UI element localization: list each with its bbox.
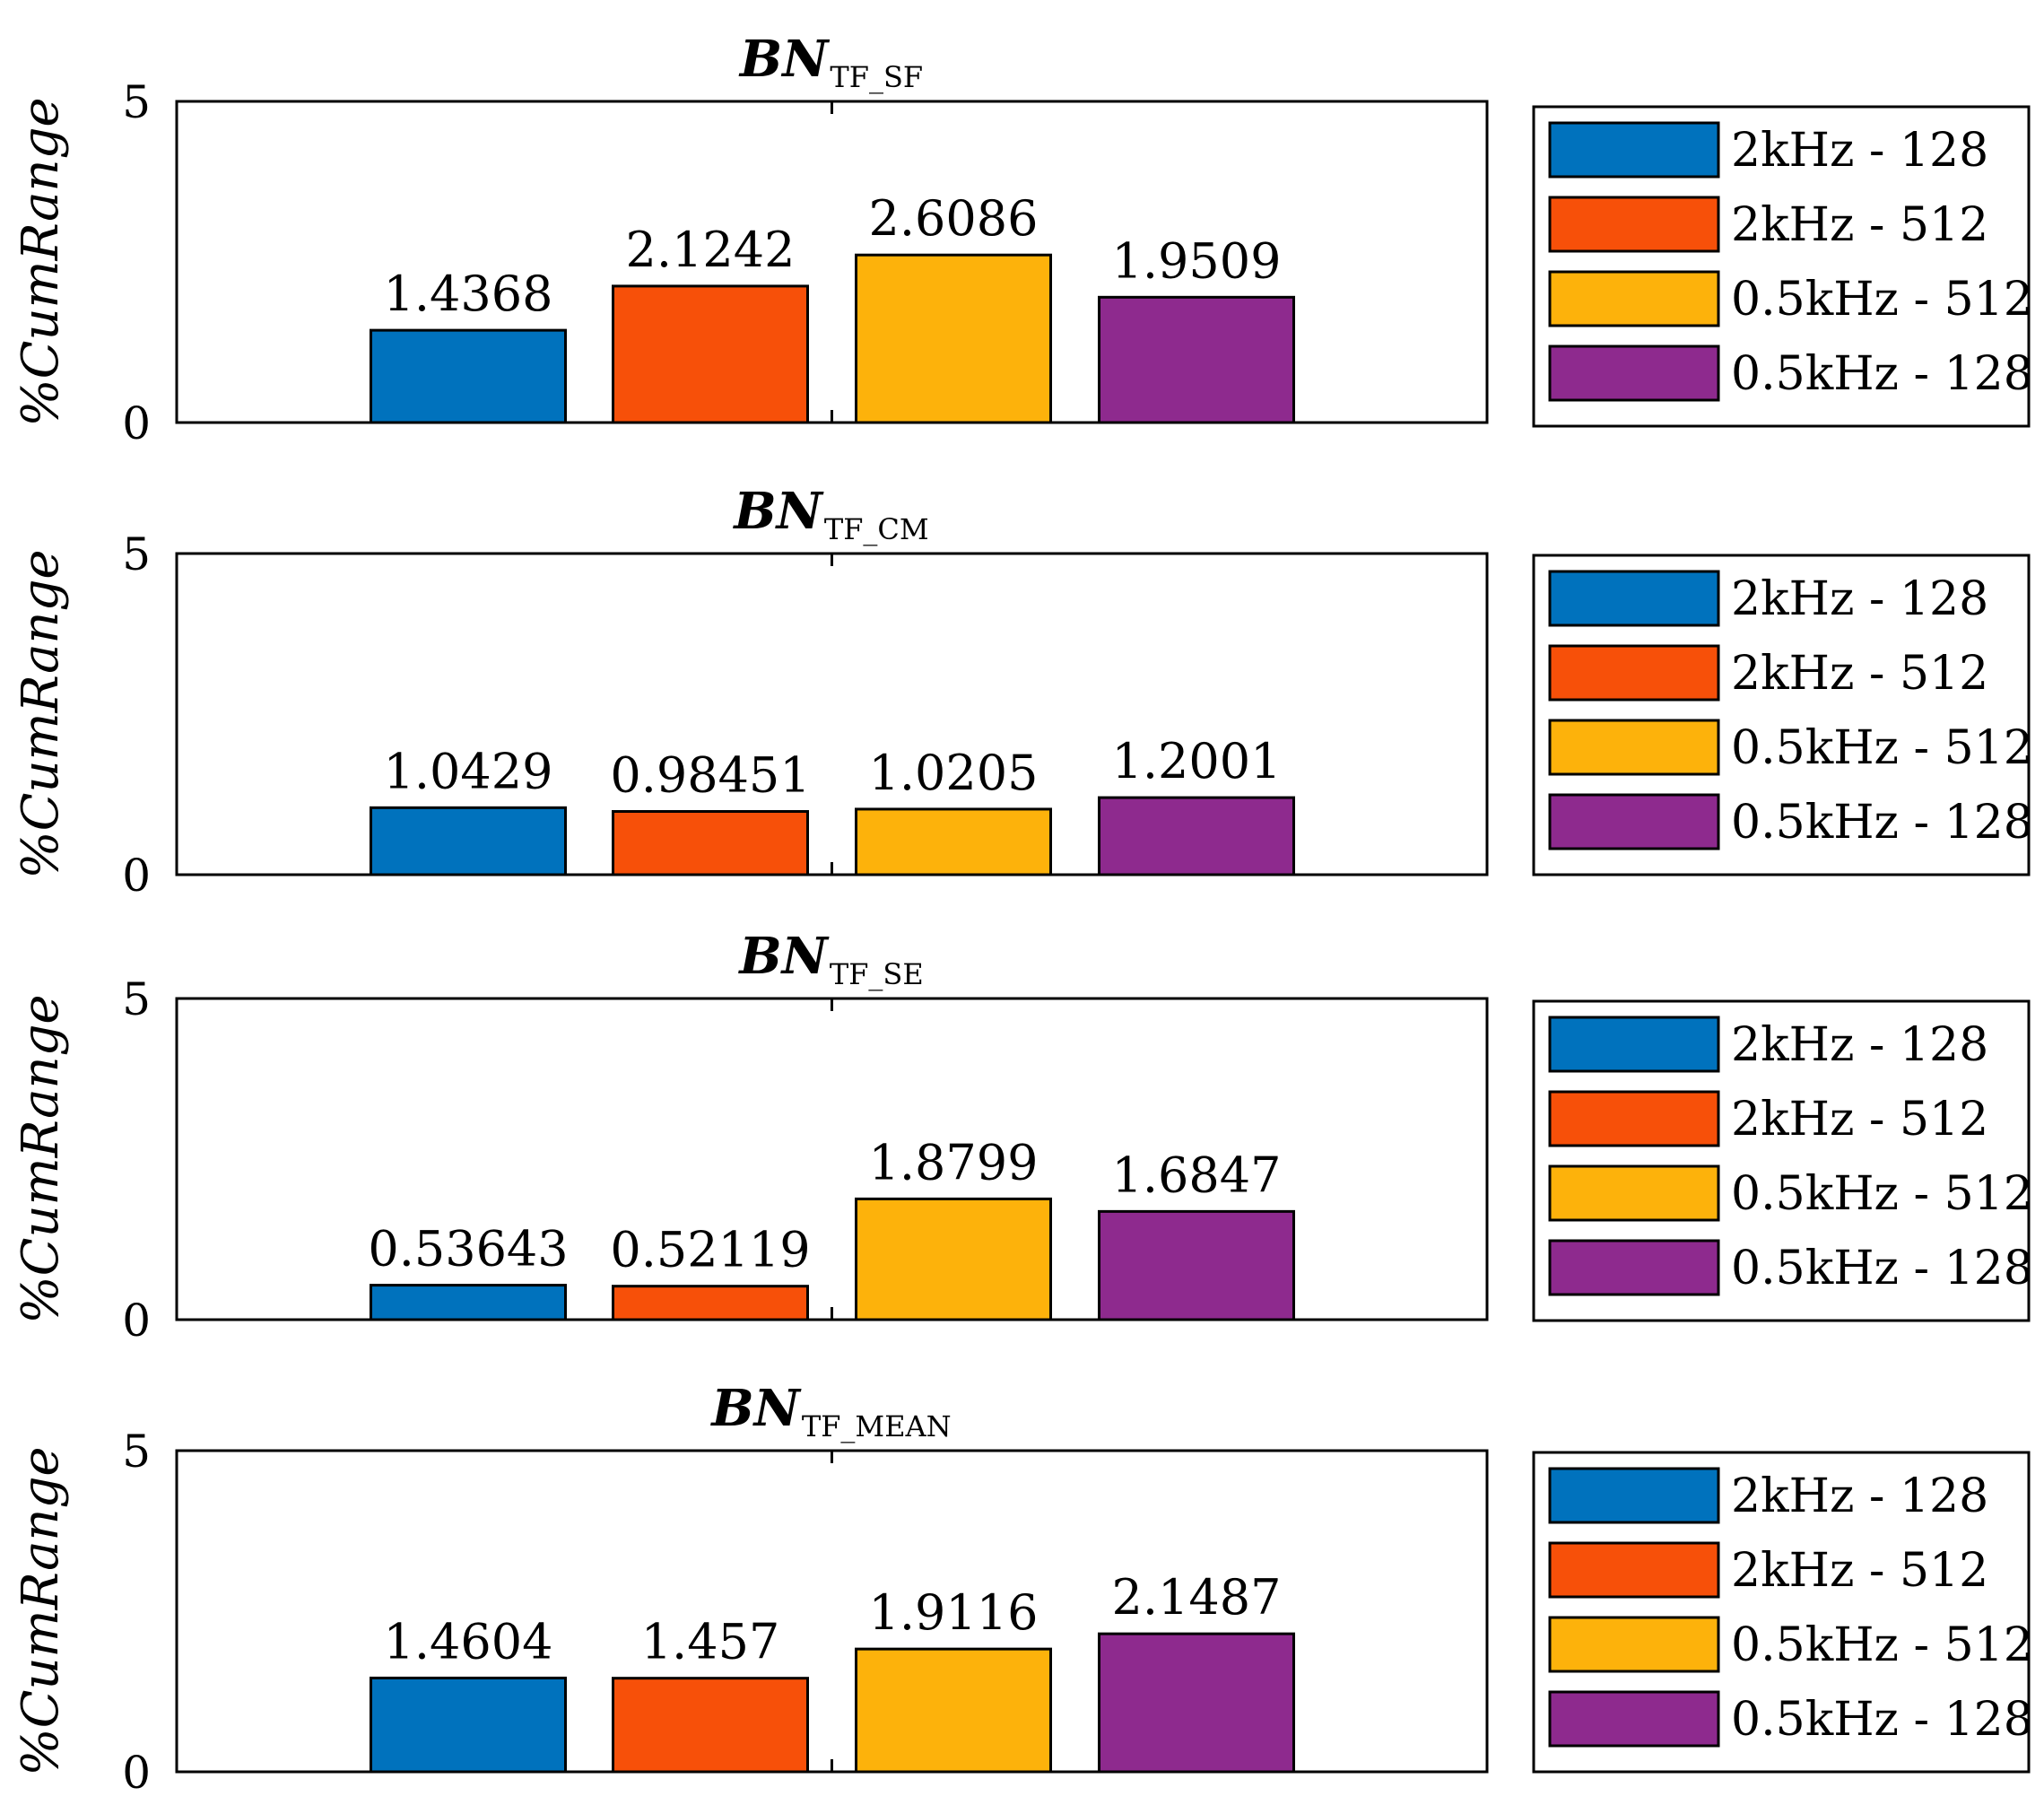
legend-label-4: 0.5kHz - 128 — [1731, 796, 2033, 850]
data-label-4: 1.2001 — [1112, 733, 1282, 789]
bar-4 — [1098, 1632, 1295, 1774]
bar-3 — [855, 807, 1052, 876]
y-tick-label-5: 5 — [122, 1426, 151, 1478]
legend-swatch-4 — [1548, 1690, 1720, 1748]
y-axis-label: %CumRange — [12, 1446, 70, 1775]
legend-label-2: 2kHz - 512 — [1731, 1093, 1988, 1147]
data-label-1: 1.4604 — [384, 1613, 553, 1670]
legend-label-2: 2kHz - 512 — [1731, 647, 1988, 701]
legend-swatch-3 — [1548, 1164, 1720, 1222]
legend-label-1: 2kHz - 128 — [1731, 124, 1988, 178]
chart-title-main: BN — [732, 482, 823, 541]
data-label-2: 1.457 — [641, 1614, 780, 1670]
chart-title: BNTF_SF — [738, 30, 923, 94]
chart-title: BNTF_MEAN — [709, 1379, 951, 1443]
data-label-2: 2.1242 — [626, 222, 796, 278]
data-label-3: 1.8799 — [869, 1134, 1039, 1190]
legend-swatch-2 — [1548, 644, 1720, 702]
data-label-1: 0.53643 — [368, 1221, 568, 1277]
y-tick-label-0: 0 — [122, 850, 151, 902]
legend-label-4: 0.5kHz - 128 — [1731, 1242, 2033, 1295]
data-label-4: 2.1487 — [1112, 1569, 1282, 1626]
chart-title-main: BN — [737, 927, 829, 986]
legend-label-1: 2kHz - 128 — [1731, 572, 1988, 626]
chart-title: BNTF_SE — [737, 927, 923, 991]
chart-title-main: BN — [738, 30, 830, 89]
bar-4 — [1098, 295, 1295, 424]
legend-swatch-4 — [1548, 344, 1720, 402]
y-tick-label-5: 5 — [122, 528, 151, 580]
chart-panel-2: BNTF_CM %CumRange 1.0429 0.98451 1.0205 1.200… — [12, 482, 2033, 902]
chart-panel-4: BNTF_MEAN %CumRange 1.4604 1.457 1.9116 2.148… — [12, 1379, 2033, 1799]
chart-title-subscript: TF_SE — [830, 957, 924, 991]
legend-label-1: 2kHz - 128 — [1731, 1469, 1988, 1523]
bar-1 — [370, 1284, 567, 1321]
data-label-3: 2.6086 — [869, 190, 1039, 247]
y-tick-label-5: 5 — [122, 76, 151, 128]
bar-3 — [855, 1647, 1052, 1774]
bar-3 — [855, 1197, 1052, 1321]
legend-label-3: 0.5kHz - 512 — [1731, 1167, 2033, 1221]
data-label-1: 1.0429 — [384, 743, 553, 799]
legend-swatch-2 — [1548, 196, 1720, 253]
legend-swatch-4 — [1548, 793, 1720, 850]
bar-2 — [612, 810, 809, 876]
legend-swatch-3 — [1548, 270, 1720, 327]
legend-label-4: 0.5kHz - 128 — [1731, 347, 2033, 401]
bar-3 — [855, 253, 1052, 424]
bar-4 — [1098, 796, 1295, 876]
data-label-4: 1.6847 — [1112, 1147, 1282, 1203]
y-tick-label-5: 5 — [122, 973, 151, 1025]
legend-swatch-1 — [1548, 121, 1720, 179]
bar-4 — [1098, 1209, 1295, 1321]
legend-label-2: 2kHz - 512 — [1731, 198, 1988, 252]
bar-1 — [370, 806, 567, 876]
bar-2 — [612, 1285, 809, 1321]
y-tick-label-0: 0 — [122, 397, 151, 449]
data-label-3: 1.0205 — [869, 745, 1039, 801]
legend-swatch-1 — [1548, 1467, 1720, 1524]
bar-2 — [612, 284, 809, 424]
data-label-2: 0.98451 — [610, 747, 810, 804]
chart-title-subscript: TF_SF — [830, 60, 923, 94]
chart-panel-3: BNTF_SE %CumRange 0.53643 0.52119 1.8799 1.68… — [12, 927, 2033, 1347]
legend-swatch-3 — [1548, 719, 1720, 776]
legend-label-1: 2kHz - 128 — [1731, 1018, 1988, 1072]
legend-label-3: 0.5kHz - 512 — [1731, 721, 2033, 775]
y-tick-label-0: 0 — [122, 1747, 151, 1799]
data-label-4: 1.9509 — [1112, 232, 1282, 289]
bar-2 — [612, 1677, 809, 1774]
chart-title-main: BN — [709, 1379, 801, 1438]
bar-1 — [370, 328, 567, 424]
chart-title-subscript: TF_CM — [824, 512, 929, 546]
legend-label-4: 0.5kHz - 128 — [1731, 1693, 2033, 1747]
chart-title-subscript: TF_MEAN — [802, 1409, 952, 1443]
legend-label-3: 0.5kHz - 512 — [1731, 1618, 2033, 1672]
y-axis-label: %CumRange — [12, 994, 70, 1323]
legend-swatch-3 — [1548, 1616, 1720, 1673]
data-label-3: 1.9116 — [869, 1584, 1039, 1641]
y-axis-label: %CumRange — [12, 549, 70, 878]
legend-swatch-4 — [1548, 1239, 1720, 1296]
legend-label-2: 2kHz - 512 — [1731, 1544, 1988, 1598]
chart-panel-1: BNTF_SF %CumRange 1.4368 2.1242 2.6086 1.9509… — [12, 30, 2033, 449]
legend-swatch-1 — [1548, 1016, 1720, 1073]
legend-swatch-2 — [1548, 1541, 1720, 1599]
legend-label-3: 0.5kHz - 512 — [1731, 273, 2033, 327]
chart-title: BNTF_CM — [732, 482, 928, 546]
legend-swatch-2 — [1548, 1090, 1720, 1147]
legend-swatch-1 — [1548, 570, 1720, 627]
y-tick-label-0: 0 — [122, 1295, 151, 1347]
data-label-2: 0.52119 — [610, 1222, 810, 1278]
bar-1 — [370, 1676, 567, 1774]
y-axis-label: %CumRange — [12, 97, 70, 426]
data-label-1: 1.4368 — [384, 266, 553, 322]
